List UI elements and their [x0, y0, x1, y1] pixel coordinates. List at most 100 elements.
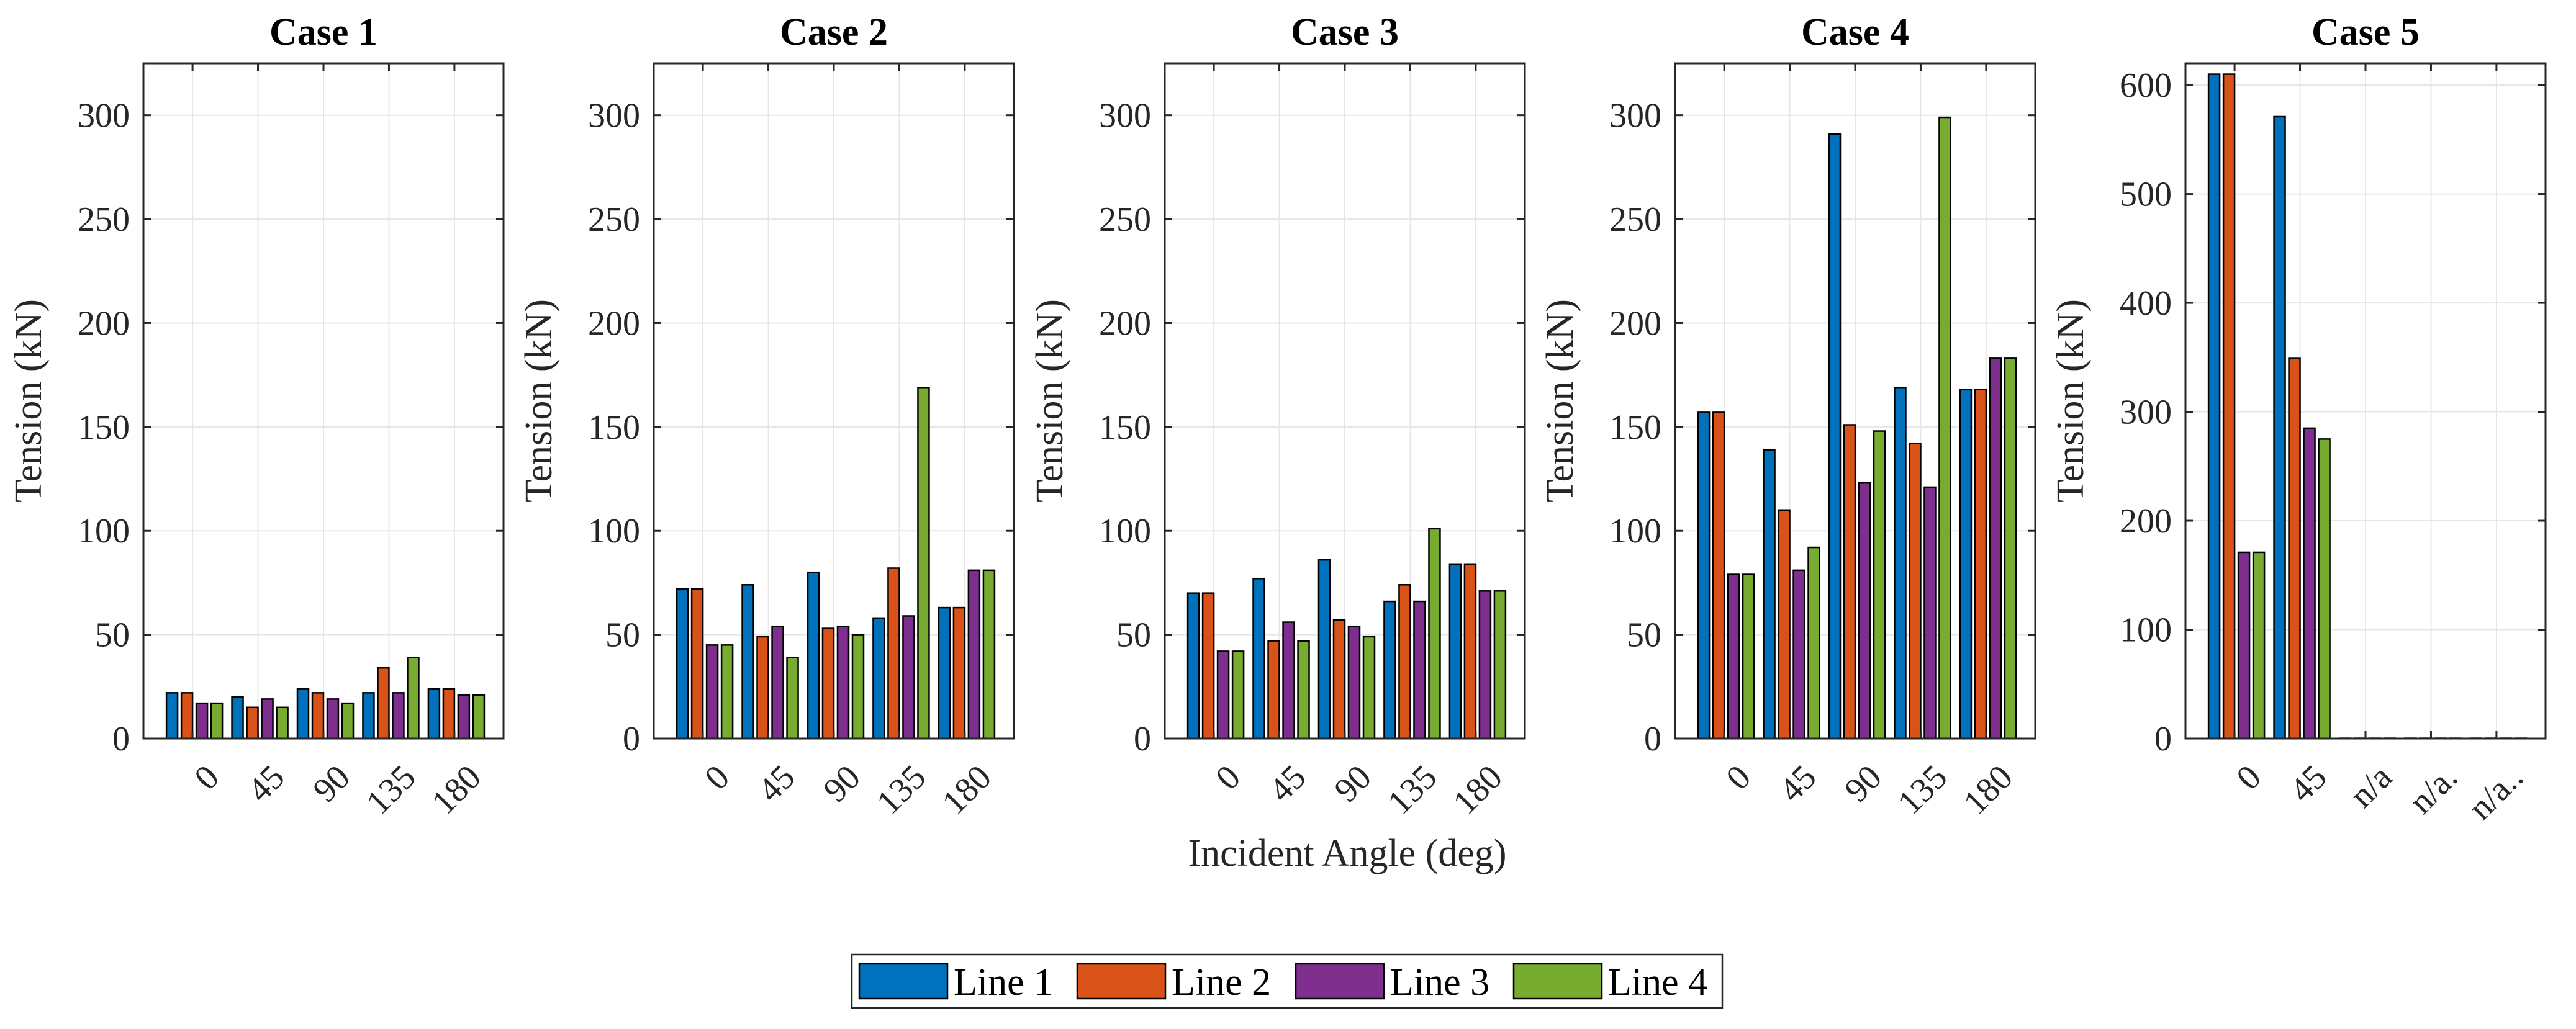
bar-line-4-180cat4 [1493, 590, 1507, 740]
x-tick-label: 180 [935, 758, 999, 822]
bar-line-1-45cat1 [1763, 449, 1776, 740]
y-tick-label: 0 [623, 720, 640, 758]
bar-line-4-90cat2 [341, 702, 355, 740]
y-tick-label: 250 [1099, 200, 1151, 239]
subplot-title: Case 3 [1291, 11, 1399, 53]
y-tick-label: 300 [2120, 393, 2172, 432]
bar-line-1-135cat3 [1383, 600, 1396, 740]
y-tick-label: 300 [1609, 97, 1661, 135]
legend-swatch-line-2 [1076, 963, 1167, 1000]
bar-line-4-45cat1 [786, 657, 799, 740]
bar-line-2-135cat3 [887, 567, 900, 740]
x-tick-label: 0 [697, 758, 737, 798]
x-tick-label: 135 [869, 758, 933, 822]
bar-line-4-0cat0 [2252, 551, 2266, 740]
bar-line-4-90cat2 [1873, 430, 1886, 740]
x-tick-label: 180 [1446, 758, 1510, 822]
bar-line-1-45cat1 [1252, 577, 1265, 740]
y-axis-label: Tension (kN) [7, 299, 50, 503]
legend-swatch-line-1 [858, 963, 949, 1000]
subplot-1: 0 50 100 150 200 250 300 0 45 90 135 180 Tension (kN… [7, 11, 505, 822]
bar-line-4-180cat4 [982, 569, 996, 740]
bar-line-1-0cat0 [165, 692, 179, 740]
subplot-title: Case 1 [269, 11, 377, 53]
bar-line-2-0cat0 [1201, 592, 1215, 740]
bar-line-3-180cat4 [1989, 357, 2002, 740]
bar-line-1-180cat4 [1959, 389, 1973, 740]
subplot-2: 0 50 100 150 200 250 300 0 45 90 135 180 Tension (kN… [518, 11, 1015, 822]
bar-line-3-135cat3 [1923, 486, 1937, 740]
bar-line-1-180cat4 [938, 606, 951, 740]
legend-swatch-line-3 [1295, 963, 1385, 1000]
bar-line-1-0cat0 [2207, 73, 2221, 740]
bar-line-3-135cat3 [1413, 600, 1426, 740]
y-tick-label: 150 [1099, 408, 1151, 447]
bar-line-2-45cat1 [756, 636, 769, 740]
bar-line-2-90cat2 [821, 627, 835, 740]
x-tick-label: 90 [1327, 758, 1378, 809]
y-tick-label: 100 [588, 512, 640, 550]
bar-line-2-45cat1 [246, 706, 259, 740]
bar-line-4-180cat4 [472, 694, 486, 740]
bar-line-2-180cat4 [1974, 389, 1987, 740]
subplot-title: Case 2 [780, 11, 888, 53]
bar-line-1-180cat4 [1448, 563, 1462, 740]
bar-line-2-45cat1 [1267, 640, 1280, 740]
x-tick-label: n/a. [2402, 758, 2465, 821]
x-tick-label: 180 [425, 758, 489, 822]
legend: Line 1 Line 2 Line 3 Line 4 [851, 953, 1724, 1009]
bar-line-3-180cat4 [1478, 590, 1492, 740]
bar-line-2-45cat1 [2288, 357, 2301, 740]
subplot-3: 0 50 100 150 200 250 300 0 45 90 135 180 Tension (kN… [1029, 11, 1526, 822]
y-tick-label: 50 [95, 616, 130, 655]
bar-line-4-135cat3 [1428, 528, 1441, 740]
bar-line-3-45cat1 [1282, 621, 1295, 740]
x-tick-label: 90 [816, 758, 867, 809]
x-tick-label: 135 [1891, 758, 1955, 822]
y-tick-label: 300 [588, 97, 640, 135]
y-tick-label: 0 [1134, 720, 1151, 758]
x-tick-label: n/a.. [2461, 758, 2531, 827]
x-tick-label: 0 [187, 758, 227, 798]
bar-line-3-135cat3 [392, 692, 405, 740]
bar-line-1-90cat2 [296, 688, 310, 740]
bar-line-4-135cat3 [917, 386, 930, 740]
bar-line-3-45cat1 [1792, 569, 1805, 740]
bar-line-2-135cat3 [1909, 443, 1922, 740]
bar-line-3-90cat2 [326, 698, 340, 740]
y-tick-label: 100 [78, 512, 130, 550]
y-axis-label: Tension (kN) [518, 299, 560, 503]
y-tick-label: 300 [78, 97, 130, 135]
x-tick-label: 45 [1772, 758, 1824, 809]
bar-line-1-0cat0 [676, 588, 689, 740]
bar-line-2-90cat2 [311, 692, 325, 740]
y-tick-label: 150 [588, 408, 640, 447]
bar-line-3-180cat4 [967, 569, 981, 740]
bar-line-1-45cat1 [231, 696, 244, 740]
bar-line-3-45cat1 [771, 625, 784, 740]
bar-line-2-180cat4 [442, 688, 456, 740]
bar-line-2-135cat3 [1398, 584, 1411, 740]
bar-line-3-0cat0 [195, 702, 209, 740]
bar-line-3-135cat3 [902, 615, 915, 740]
y-tick-label: 0 [2154, 720, 2172, 758]
bar-line-1-180cat4 [427, 688, 441, 740]
y-axis-label: Tension (kN) [1539, 299, 1581, 503]
bar-line-3-90cat2 [1858, 482, 1871, 740]
bar-line-4-90cat2 [1362, 636, 1376, 740]
bar-line-4-45cat1 [1297, 640, 1310, 740]
bar-line-1-0cat0 [1697, 411, 1711, 740]
y-tick-label: 0 [1644, 720, 1661, 758]
bar-line-2-90cat2 [1332, 619, 1346, 740]
bar-line-2-0cat0 [2222, 73, 2236, 740]
bar-line-3-0cat0 [1216, 650, 1230, 740]
bar-line-2-0cat0 [690, 588, 704, 740]
bar-line-3-45cat1 [261, 698, 274, 740]
y-tick-label: 100 [1099, 512, 1151, 550]
bar-line-2-0cat0 [180, 692, 194, 740]
legend-label-line-4: Line 4 [1608, 961, 1707, 1004]
y-tick-label: 0 [112, 720, 130, 758]
y-tick-label: 250 [1609, 200, 1661, 239]
bar-line-2-0cat0 [1712, 411, 1725, 740]
